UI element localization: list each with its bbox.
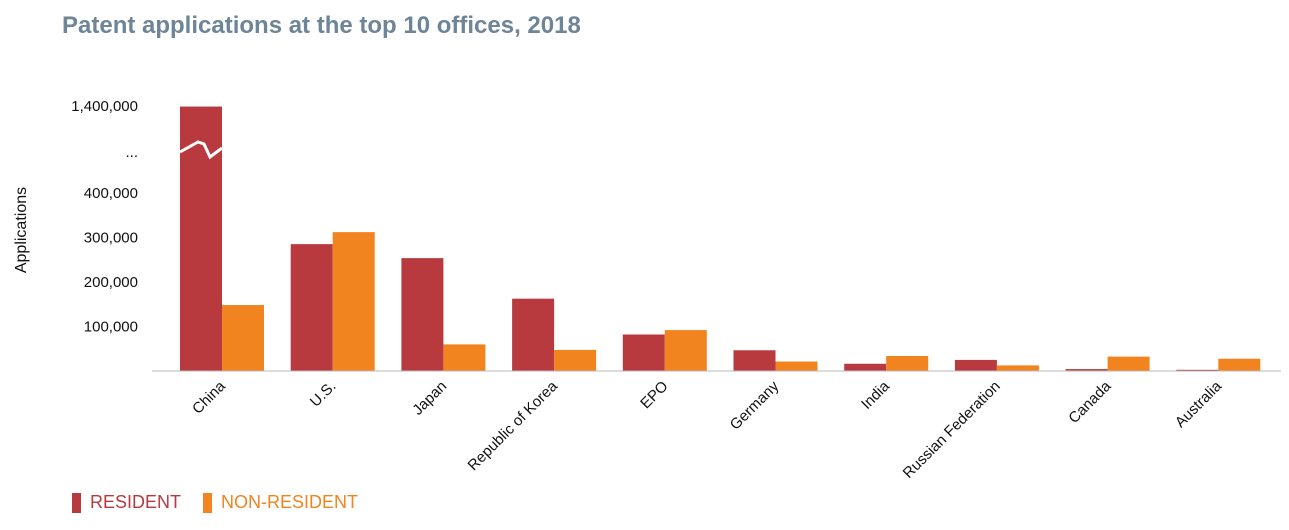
bar-resident <box>180 106 222 372</box>
legend-swatch-non-resident <box>203 492 213 513</box>
legend-item-resident: RESIDENT <box>72 492 181 513</box>
x-category-label: Canada <box>1065 377 1115 427</box>
bar-resident <box>290 244 333 371</box>
y-tick-label: 100,000 <box>84 319 138 336</box>
bar-resident <box>954 359 997 371</box>
bar-resident <box>401 258 444 371</box>
bar-non-resident <box>664 330 707 371</box>
x-category-label: Republic of Korea <box>465 377 562 474</box>
y-tick-label: 400,000 <box>84 185 138 202</box>
bar-non-resident <box>332 232 375 371</box>
y-axis-ticks: 1,400,000... 400,000 300,000 200,000 100,000 <box>71 98 138 336</box>
y-tick-label: 1,400,000 <box>71 98 138 115</box>
bar-non-resident <box>775 361 818 371</box>
bar-non-resident <box>886 355 929 371</box>
bar-resident <box>622 334 665 371</box>
bar-resident <box>844 363 887 371</box>
y-tick-label: 300,000 <box>84 230 138 247</box>
x-category-label: China <box>189 377 229 417</box>
axis-break-mark <box>179 140 223 160</box>
chart-title: Patent applications at the top 10 office… <box>62 12 581 39</box>
legend-label-resident: RESIDENT <box>90 492 182 512</box>
y-axis-title: Applications <box>13 187 30 273</box>
bar-resident <box>733 350 776 371</box>
legend-label-non-resident: NON-RESIDENT <box>221 492 359 512</box>
x-category-label: U.S. <box>307 378 340 411</box>
x-category-label: Japan <box>409 378 450 419</box>
bar-resident <box>512 298 555 371</box>
legend: RESIDENT NON-RESIDENT <box>72 492 358 513</box>
bar-resident <box>1176 369 1219 371</box>
legend-swatch-resident <box>72 492 81 513</box>
bar-non-resident <box>554 349 597 371</box>
x-category-label: Russian Federation <box>900 378 1004 482</box>
bar-resident <box>1065 369 1108 371</box>
bar-non-resident <box>222 305 264 371</box>
bar-non-resident <box>996 365 1039 371</box>
bar-non-resident <box>1218 358 1261 371</box>
x-category-label: Germany <box>727 377 783 433</box>
bar-non-resident <box>1107 356 1150 371</box>
legend-item-non-resident: NON-RESIDENT <box>203 492 358 513</box>
x-category-label: Australia <box>1172 377 1226 431</box>
y-tick-label: 200,000 <box>84 274 138 291</box>
y-tick-label: ... <box>125 144 138 161</box>
bar-non-resident <box>443 344 486 371</box>
x-category-label: EPO <box>637 378 671 412</box>
bars <box>179 106 1261 372</box>
x-axis-category-labels: China U.S. Japan Republic of Korea EPO German… <box>189 377 1226 481</box>
x-category-label: India <box>858 377 893 412</box>
